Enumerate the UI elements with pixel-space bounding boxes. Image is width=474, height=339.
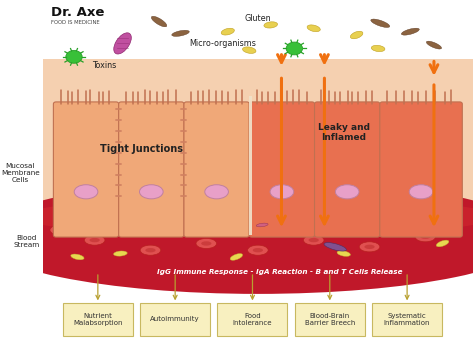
Ellipse shape xyxy=(337,251,350,256)
FancyBboxPatch shape xyxy=(380,102,462,237)
FancyBboxPatch shape xyxy=(118,102,184,237)
FancyBboxPatch shape xyxy=(43,59,473,243)
Text: Leaky and
Inflamed: Leaky and Inflamed xyxy=(318,123,370,142)
Ellipse shape xyxy=(309,238,319,242)
Ellipse shape xyxy=(196,238,217,248)
Text: Gluten: Gluten xyxy=(245,14,271,23)
Text: IgG Immune Response - IgA Reaction - B and T Cells Release: IgG Immune Response - IgA Reaction - B a… xyxy=(156,269,402,275)
Ellipse shape xyxy=(247,245,268,255)
Ellipse shape xyxy=(371,45,385,52)
Ellipse shape xyxy=(256,223,268,227)
FancyBboxPatch shape xyxy=(218,303,288,336)
Ellipse shape xyxy=(221,28,234,35)
Text: FOOD IS MEDICINE: FOOD IS MEDICINE xyxy=(51,20,100,25)
Text: Nutrient
Malabsorption: Nutrient Malabsorption xyxy=(73,313,123,326)
Ellipse shape xyxy=(90,238,100,242)
Ellipse shape xyxy=(74,185,98,199)
Ellipse shape xyxy=(146,248,155,252)
Text: Blood-Brain
Barrier Breech: Blood-Brain Barrier Breech xyxy=(305,313,355,326)
Ellipse shape xyxy=(0,180,474,294)
Ellipse shape xyxy=(270,185,294,199)
Ellipse shape xyxy=(303,235,324,245)
Ellipse shape xyxy=(151,16,167,27)
Text: Toxins: Toxins xyxy=(92,61,117,70)
Ellipse shape xyxy=(420,235,430,239)
FancyBboxPatch shape xyxy=(184,102,249,237)
Ellipse shape xyxy=(50,225,71,235)
FancyBboxPatch shape xyxy=(249,102,315,237)
FancyBboxPatch shape xyxy=(54,102,118,237)
Ellipse shape xyxy=(172,30,189,36)
Ellipse shape xyxy=(139,185,163,199)
Text: Mucosal
Membrane
Cells: Mucosal Membrane Cells xyxy=(1,163,40,183)
Circle shape xyxy=(66,51,82,63)
FancyBboxPatch shape xyxy=(315,102,380,237)
Ellipse shape xyxy=(253,248,263,252)
Ellipse shape xyxy=(22,196,474,237)
Ellipse shape xyxy=(371,19,390,27)
Ellipse shape xyxy=(71,254,84,260)
Ellipse shape xyxy=(336,185,359,199)
Ellipse shape xyxy=(307,25,320,32)
Text: Autoimmunity: Autoimmunity xyxy=(150,316,200,322)
Ellipse shape xyxy=(365,245,374,249)
Ellipse shape xyxy=(114,33,131,54)
Text: Tight Junctions: Tight Junctions xyxy=(100,144,183,154)
FancyBboxPatch shape xyxy=(295,303,365,336)
Text: Systematic
Inflammation: Systematic Inflammation xyxy=(384,313,430,326)
Ellipse shape xyxy=(84,235,105,245)
Ellipse shape xyxy=(230,254,243,260)
Ellipse shape xyxy=(243,47,256,53)
FancyBboxPatch shape xyxy=(63,303,133,336)
Ellipse shape xyxy=(324,243,346,251)
Ellipse shape xyxy=(426,41,442,49)
Text: Blood
Stream: Blood Stream xyxy=(13,235,40,248)
FancyBboxPatch shape xyxy=(140,303,210,336)
Ellipse shape xyxy=(55,228,65,232)
Ellipse shape xyxy=(114,251,127,256)
Ellipse shape xyxy=(359,242,380,252)
Text: Dr. Axe: Dr. Axe xyxy=(51,6,104,19)
Circle shape xyxy=(286,42,302,55)
Text: Food
Intolerance: Food Intolerance xyxy=(233,313,272,326)
Ellipse shape xyxy=(415,232,436,242)
FancyBboxPatch shape xyxy=(372,303,442,336)
Ellipse shape xyxy=(201,241,211,246)
Ellipse shape xyxy=(436,240,449,247)
Ellipse shape xyxy=(264,22,278,28)
Text: Micro-organisms: Micro-organisms xyxy=(189,39,256,48)
Ellipse shape xyxy=(350,31,363,39)
Ellipse shape xyxy=(140,245,161,255)
Ellipse shape xyxy=(401,28,419,35)
Ellipse shape xyxy=(409,185,433,199)
Ellipse shape xyxy=(205,185,228,199)
